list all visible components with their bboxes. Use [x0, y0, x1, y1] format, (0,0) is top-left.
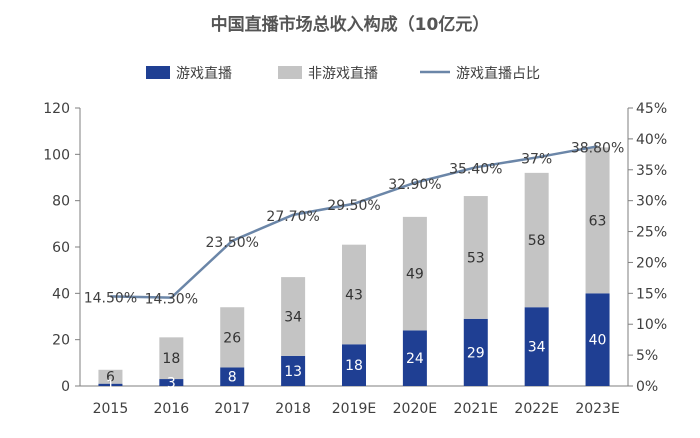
bar-label-nongame: 18 — [162, 351, 180, 367]
share-data-label: 37% — [521, 151, 552, 167]
right-axis-ticks: 0% 5% 10% 15% 20% 25% 30% 35% 40% 45% — [628, 101, 667, 395]
data-labels: 61 18 3 26 8 34 13 43 18 49 24 53 29 58 34 63 40 14.50% 14… — [84, 140, 625, 394]
bar-label-game: 8 — [228, 370, 237, 386]
bar-label-game: 13 — [284, 364, 302, 380]
bar-game — [98, 383, 123, 386]
legend-swatch-nongame — [278, 66, 302, 79]
share-data-label: 14.50% — [84, 290, 137, 306]
left-tick-label: 20 — [52, 333, 70, 349]
bar-nongame — [98, 369, 123, 384]
x-tick-label: 2018 — [275, 401, 311, 417]
right-tick-label: 40% — [636, 132, 667, 148]
legend: 游戏直播 非游戏直播 游戏直播占比 — [146, 65, 540, 82]
left-tick-label: 40 — [52, 286, 70, 302]
bar-label-game: 3 — [167, 376, 176, 392]
right-tick-label: 45% — [636, 101, 667, 117]
x-tick-label: 2020E — [393, 401, 437, 417]
bar-label-nongame: 43 — [345, 287, 363, 303]
bar-game — [585, 293, 610, 386]
x-tick-label: 2015 — [93, 401, 129, 417]
left-tick-label: 100 — [43, 147, 70, 163]
right-tick-label: 25% — [636, 225, 667, 241]
bar-nongame — [524, 172, 549, 308]
bar-label-game: 1 — [106, 378, 115, 394]
bars — [98, 147, 610, 386]
share-data-label: 35.40% — [449, 161, 502, 177]
left-tick-label: 80 — [52, 194, 70, 210]
right-tick-label: 20% — [636, 255, 667, 271]
bar-game — [159, 379, 184, 386]
bar-game — [402, 330, 427, 386]
x-tick-label: 2016 — [154, 401, 190, 417]
legend-label-game: 游戏直播 — [176, 65, 232, 82]
chart-title: 中国直播市场总收入构成（10亿元） — [211, 14, 490, 35]
share-data-label: 29.50% — [327, 198, 380, 214]
bar-label-nongame: 49 — [406, 267, 424, 283]
legend-swatch-game — [146, 66, 170, 79]
bar-label-nongame: 6 — [106, 370, 115, 386]
bar-label-game: 24 — [406, 351, 424, 367]
x-axis-ticks: 2015 2016 2017 2018 2019E 2020E 2021E 2022E 2023… — [93, 401, 620, 417]
share-line-path — [110, 145, 598, 299]
bar-label-game: 29 — [467, 345, 485, 361]
left-tick-label: 60 — [52, 240, 70, 256]
bar-label-nongame: 53 — [467, 250, 485, 266]
bar-game — [220, 367, 245, 386]
bar-nongame — [585, 147, 610, 294]
x-tick-label: 2023E — [575, 401, 619, 417]
legend-label-nongame: 非游戏直播 — [308, 65, 378, 82]
left-axis-ticks: 0 20 40 60 80 100 120 — [43, 101, 80, 395]
bar-label-nongame: 58 — [528, 233, 546, 249]
bar-nongame — [463, 196, 488, 319]
left-tick-label: 0 — [61, 379, 70, 395]
x-tick-label: 2019E — [332, 401, 376, 417]
bar-label-game: 34 — [528, 340, 546, 356]
left-tick-label: 120 — [43, 101, 70, 117]
bar-game — [342, 344, 366, 386]
right-tick-label: 30% — [636, 194, 667, 210]
share-data-label: 27.70% — [266, 209, 319, 225]
bar-label-nongame: 34 — [284, 310, 302, 326]
share-data-label: 38.80% — [571, 140, 624, 156]
right-tick-label: 15% — [636, 286, 667, 302]
right-tick-label: 35% — [636, 163, 667, 179]
bar-game — [524, 307, 549, 386]
share-data-label: 23.50% — [206, 235, 259, 251]
bar-nongame — [402, 216, 427, 331]
bar-label-nongame: 26 — [223, 330, 241, 346]
bar-game — [463, 318, 488, 386]
bar-label-nongame: 63 — [589, 213, 607, 229]
right-tick-label: 5% — [636, 348, 658, 364]
share-data-label: 14.30% — [145, 292, 198, 308]
bar-game — [281, 355, 306, 386]
right-tick-label: 0% — [636, 379, 658, 395]
x-tick-label: 2017 — [214, 401, 250, 417]
x-tick-label: 2022E — [514, 401, 558, 417]
share-data-label: 32.90% — [388, 177, 441, 193]
share-line — [110, 145, 598, 299]
legend-label-share: 游戏直播占比 — [456, 65, 540, 82]
bar-label-game: 18 — [345, 358, 363, 374]
bar-nongame — [342, 244, 366, 345]
bar-nongame — [159, 337, 184, 380]
right-tick-label: 10% — [636, 317, 667, 333]
x-tick-label: 2021E — [454, 401, 498, 417]
bar-nongame — [281, 277, 306, 356]
bar-nongame — [220, 307, 245, 368]
bar-label-game: 40 — [589, 333, 607, 349]
